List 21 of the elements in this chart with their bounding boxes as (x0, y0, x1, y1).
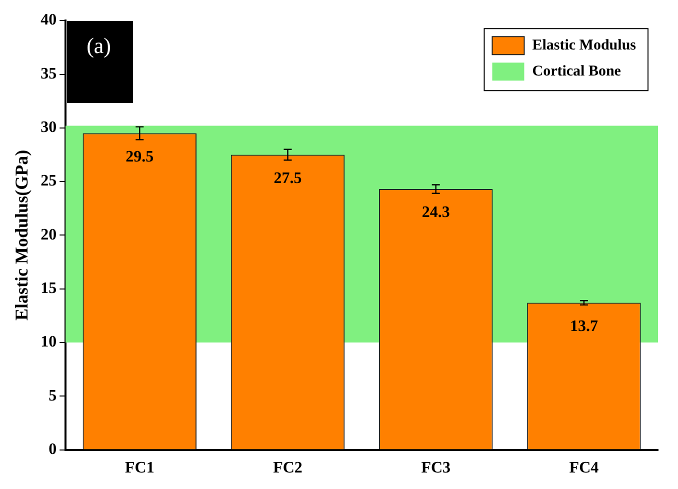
data-label: 24.3 (422, 204, 450, 222)
x-tick-label: FC1 (124, 460, 154, 477)
legend-label: Elastic Modulus (532, 37, 636, 54)
legend-label: Cortical Bone (532, 63, 622, 80)
x-tick-label: FC2 (273, 460, 302, 477)
x-tick-label: FC4 (569, 460, 599, 477)
data-label: 13.7 (570, 318, 598, 335)
y-tick-label: 30 (40, 119, 57, 136)
data-label: 27.5 (274, 170, 302, 187)
y-tick-label: 25 (40, 172, 57, 190)
y-tick-label: 40 (40, 12, 57, 29)
y-tick-label: 15 (40, 280, 57, 297)
data-label: 29.5 (126, 148, 154, 166)
label-tag: (a) (66, 20, 133, 103)
y-tick-label: 5 (48, 387, 57, 404)
y-tick-label: 20 (40, 226, 57, 244)
y-tick-label: 35 (40, 65, 57, 82)
y-axis-title: Elastic Modulus(GPa) (11, 150, 32, 320)
x-tick-label: FC3 (421, 460, 451, 477)
y-tick-label: 10 (40, 334, 57, 351)
y-tick-label: 0 (48, 440, 57, 458)
